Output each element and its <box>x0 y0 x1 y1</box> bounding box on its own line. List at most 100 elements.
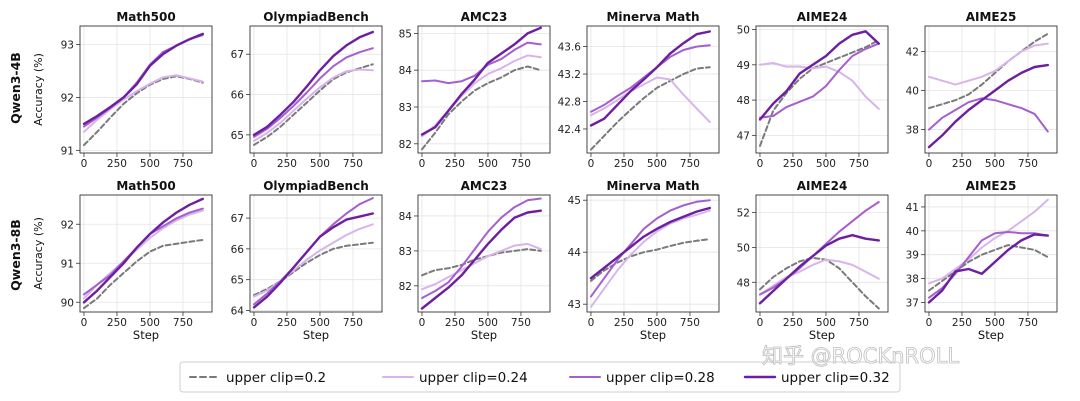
x-tick-label: 750 <box>343 317 363 329</box>
plot-frame <box>586 25 720 154</box>
x-tick-label: 0 <box>419 317 426 329</box>
series-line-upper-clip-0-2 <box>253 241 374 297</box>
series-line-upper-clip-0-2 <box>421 65 542 151</box>
x-tick-label: 0 <box>757 158 764 170</box>
series-line-upper-clip-0-2 <box>253 63 374 146</box>
y-tick-label: 48 <box>737 277 750 289</box>
series-line-upper-clip-0-28 <box>253 197 374 306</box>
y-tick-label: 91 <box>61 145 74 157</box>
y-tick-label: 83 <box>399 102 412 114</box>
y-tick-label: 42.8 <box>558 97 581 109</box>
x-tick-label: 0 <box>926 158 933 170</box>
x-tick-label: 500 <box>985 158 1005 170</box>
legend-label: upper clip=0.28 <box>606 370 715 386</box>
plot-frame <box>249 25 383 154</box>
grid: 0 250 500 750 43 44 45 <box>568 195 719 329</box>
grid: 0 250 500 750 90 91 92 <box>61 195 212 329</box>
watermark: 知乎 @ROCKnROLL <box>762 344 959 368</box>
panel-title: OlympiadBench <box>263 10 369 24</box>
series-line-upper-clip-0-2 <box>759 39 880 147</box>
series-line-upper-clip-0-32 <box>758 233 880 305</box>
x-tick-label: 750 <box>680 158 700 170</box>
panel-8b-minerva-math: 0 250 500 750 43 44 45 Minerva Math Step <box>568 179 720 342</box>
x-tick-label: 250 <box>952 317 972 329</box>
x-tick-label: 500 <box>647 317 667 329</box>
grid: 0 250 500 750 82 83 84 85 <box>399 26 550 170</box>
y-tick-label: 38 <box>906 274 919 286</box>
x-tick-label: 0 <box>588 317 595 329</box>
panel-4b-amc23: 0 250 500 750 82 83 84 85 AMC23 <box>399 10 551 170</box>
x-tick-label: 250 <box>614 317 634 329</box>
plot-frame <box>79 194 213 313</box>
legend-item-upper-clip-0-28: upper clip=0.28 <box>569 370 715 386</box>
y-tick-label: 39 <box>906 250 919 262</box>
legend-frame <box>179 361 901 393</box>
y-tick-label: 44 <box>568 247 582 259</box>
legend: upper clip=0.2 upper clip=0.24 upper clip=… <box>179 361 901 393</box>
legend-item-upper-clip-0-32: upper clip=0.32 <box>743 370 890 386</box>
panel-8b-aime24: 0 250 500 750 48 50 52 AIME24 Step <box>737 179 889 342</box>
x-tick-label: 500 <box>985 317 1005 329</box>
y-tick-label: 93 <box>61 40 74 52</box>
y-tick-label: 83 <box>399 246 412 258</box>
x-tick-label: 750 <box>173 317 193 329</box>
y-tick-label: 66 <box>231 244 245 256</box>
x-tick-label: 0 <box>588 158 595 170</box>
y-tick-label: 47 <box>737 130 750 142</box>
x-tick-label: 500 <box>816 317 836 329</box>
y-tick-label: 42.4 <box>558 124 582 136</box>
y-tick-label: 90 <box>61 297 74 309</box>
x-tick-label: 500 <box>647 158 667 170</box>
y-tick-label: 82 <box>399 139 412 151</box>
series-group <box>589 199 711 308</box>
legend-item-upper-clip-0-2: upper clip=0.2 <box>189 370 326 386</box>
x-tick-label: 750 <box>680 317 700 329</box>
grid: 0 250 500 750 38 40 42 <box>906 26 1057 170</box>
x-tick-label: 0 <box>81 158 88 170</box>
series-line-upper-clip-0-28 <box>928 97 1049 133</box>
panel-8b-amc23: 0 250 500 750 82 83 84 AMC23 Step <box>399 179 551 342</box>
x-tick-label: 250 <box>445 317 465 329</box>
plot-frame <box>755 194 889 313</box>
series-group <box>927 198 1050 304</box>
plot-frame <box>924 25 1058 154</box>
x-axis-label: Step <box>303 328 329 342</box>
panel-title: Minerva Math <box>606 179 699 193</box>
x-tick-label: 500 <box>310 158 330 170</box>
plot-frame <box>924 194 1058 313</box>
y-tick-label: 50 <box>737 242 750 254</box>
grid: 0 250 500 750 91 92 93 <box>61 26 212 170</box>
plot-frame <box>755 25 889 154</box>
series-line-upper-clip-0-32 <box>82 197 205 304</box>
x-tick-label: 250 <box>277 158 297 170</box>
panel-4b-math500: 0 250 500 750 91 92 93 Math500 Accuracy (%) <box>32 10 213 170</box>
panel-8b-aime25: 0 250 500 750 37 38 39 40 41 AIME25 Step <box>906 179 1058 342</box>
series-line-upper-clip-0-24 <box>759 62 880 110</box>
series-line-upper-clip-0-24 <box>590 76 711 124</box>
series-line-upper-clip-0-28 <box>421 41 542 85</box>
panel-title: AMC23 <box>461 10 508 24</box>
panel-title: OlympiadBench <box>263 179 369 193</box>
series-line-upper-clip-0-24 <box>590 209 711 308</box>
series-line-upper-clip-0-32 <box>420 209 542 310</box>
x-tick-label: 250 <box>107 158 127 170</box>
y-tick-label: 65 <box>231 130 244 142</box>
y-tick-label: 40 <box>906 85 919 97</box>
y-tick-label: 43.2 <box>558 69 581 81</box>
x-tick-label: 500 <box>478 158 498 170</box>
series-line-upper-clip-0-32 <box>82 32 205 126</box>
grid: 0 250 500 750 65 66 67 <box>231 26 382 170</box>
x-tick-label: 750 <box>511 158 531 170</box>
panel-title: Math500 <box>116 179 175 193</box>
legend-item-upper-clip-0-24: upper clip=0.24 <box>382 370 528 386</box>
y-tick-label: 92 <box>61 219 74 231</box>
x-tick-label: 250 <box>783 158 803 170</box>
panel-4b-aime25: 0 250 500 750 38 40 42 AIME25 <box>906 10 1058 170</box>
x-tick-label: 250 <box>783 317 803 329</box>
panel-title: AIME24 <box>797 179 848 193</box>
x-tick-label: 0 <box>419 158 426 170</box>
plot-frame <box>586 194 720 313</box>
x-tick-label: 0 <box>251 158 258 170</box>
panel-4b-aime24: 0 250 500 750 47 48 49 50 AIME24 <box>737 10 889 170</box>
series-group <box>420 197 542 310</box>
